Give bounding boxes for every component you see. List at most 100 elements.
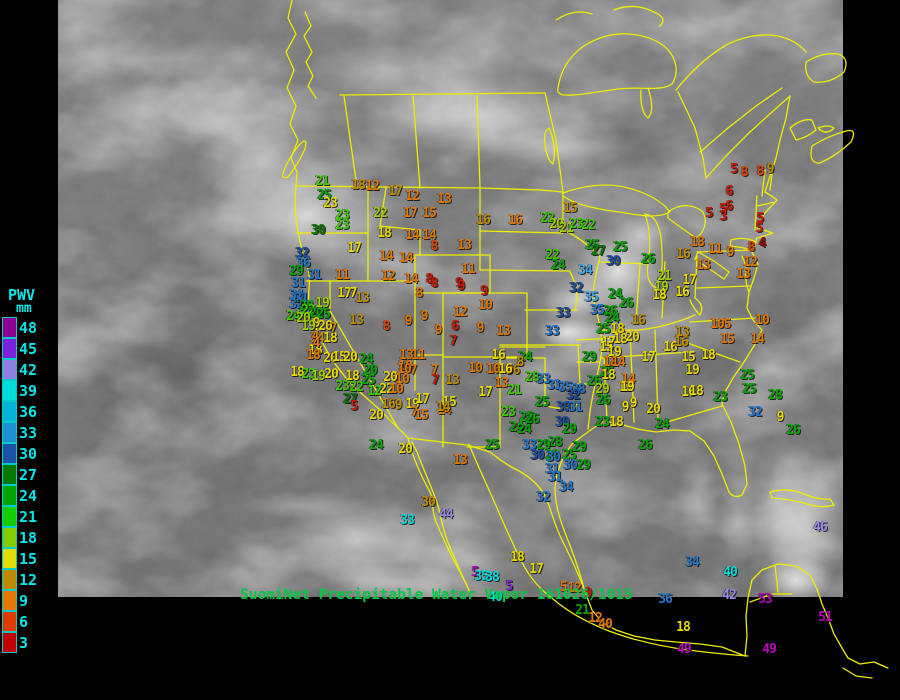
station-pwv-value: 13 bbox=[696, 257, 711, 273]
legend-value-label: 45 bbox=[19, 339, 38, 358]
station-pwv-value: 22 bbox=[540, 210, 555, 226]
station-pwv-value: 19 bbox=[301, 318, 316, 334]
station-pwv-value: 10 bbox=[468, 360, 483, 376]
station-pwv-value: 16 bbox=[381, 396, 396, 412]
station-pwv-value: 7 bbox=[430, 362, 439, 378]
station-pwv-value: 46 bbox=[813, 519, 828, 535]
station-pwv-value: 10 bbox=[395, 371, 410, 387]
station-pwv-value: 20 bbox=[398, 441, 413, 457]
station-pwv-value: 16 bbox=[675, 284, 690, 300]
station-pwv-value: 17 bbox=[601, 334, 616, 350]
station-pwv-value: 10 bbox=[710, 316, 725, 332]
legend-entry: 18 bbox=[2, 527, 37, 548]
station-pwv-value: 25 bbox=[361, 372, 376, 388]
station-pwv-value: 34 bbox=[289, 287, 304, 303]
station-pwv-value: 14 bbox=[310, 330, 325, 346]
station-pwv-value: 9 bbox=[434, 322, 443, 338]
station-pwv-value: 23 bbox=[713, 389, 728, 405]
station-pwv-value: 30 bbox=[530, 447, 545, 463]
station-pwv-value: 29 bbox=[562, 421, 577, 437]
legend-entry: 27 bbox=[2, 464, 37, 485]
station-pwv-value: 26 bbox=[619, 295, 634, 311]
station-pwv-value: 16 bbox=[491, 347, 506, 363]
station-pwv-value: 23 bbox=[595, 414, 610, 430]
station-pwv-value: 15 bbox=[422, 205, 437, 221]
station-pwv-value: 12 bbox=[381, 268, 396, 284]
station-pwv-value: 17 bbox=[641, 349, 656, 365]
station-pwv-value: 15 bbox=[599, 339, 614, 355]
station-pwv-value: 24 bbox=[509, 419, 524, 435]
station-pwv-value: 15 bbox=[563, 200, 578, 216]
station-pwv-value: 18 bbox=[676, 619, 691, 635]
station-pwv-value: 22 bbox=[379, 381, 394, 397]
legend-value-label: 21 bbox=[19, 507, 38, 526]
station-pwv-value: 28 bbox=[768, 387, 783, 403]
station-pwv-value: 5 bbox=[756, 210, 765, 226]
station-pwv-value: 14 bbox=[436, 399, 451, 415]
legend-color-swatch bbox=[2, 380, 17, 401]
legend-value-label: 3 bbox=[19, 633, 29, 652]
station-pwv-value: 8 bbox=[516, 354, 525, 370]
station-pwv-value: 9 bbox=[404, 313, 413, 329]
station-pwv-value: 40 bbox=[488, 589, 503, 605]
station-pwv-value: 36 bbox=[296, 255, 311, 271]
station-pwv-value: 20 bbox=[318, 318, 333, 334]
station-pwv-value: 19 bbox=[620, 379, 635, 395]
legend-entry: 48 bbox=[2, 317, 37, 338]
station-pwv-value: 12 bbox=[588, 610, 603, 626]
station-pwv-value: 8 bbox=[415, 285, 424, 301]
station-pwv-value: 6 bbox=[725, 198, 734, 214]
legend-entry: 39 bbox=[2, 380, 37, 401]
station-pwv-value: 14 bbox=[750, 331, 765, 347]
station-pwv-value: 28 bbox=[548, 434, 563, 450]
station-pwv-value: 16 bbox=[663, 339, 678, 355]
station-pwv-value: 29 bbox=[572, 439, 587, 455]
station-pwv-value: 19 bbox=[405, 396, 420, 412]
station-pwv-value: 13 bbox=[355, 290, 370, 306]
station-pwv-value: 29 bbox=[536, 437, 551, 453]
station-pwv-value: 30 bbox=[421, 494, 436, 510]
station-pwv-value: 30 bbox=[606, 253, 621, 269]
station-pwv-value: 8 bbox=[756, 163, 765, 179]
station-pwv-value: 22 bbox=[373, 205, 388, 221]
station-pwv-value: 20 bbox=[625, 329, 640, 345]
legend-title: PWV bbox=[8, 286, 36, 304]
station-pwv-value: 18 bbox=[306, 347, 321, 363]
station-pwv-value: 9 bbox=[457, 278, 466, 294]
station-pwv-value: 5 bbox=[755, 220, 764, 236]
station-pwv-value: 9 bbox=[621, 399, 630, 415]
station-pwv-value: 13 bbox=[457, 237, 472, 253]
legend-entry: 12 bbox=[2, 569, 37, 590]
station-pwv-value: 5 bbox=[719, 201, 728, 217]
station-pwv-value: 21 bbox=[575, 602, 590, 618]
station-pwv-value: 16 bbox=[676, 246, 691, 262]
station-pwv-value: 21 bbox=[507, 382, 522, 398]
station-pwv-value: 18 bbox=[701, 347, 716, 363]
legend-color-swatch bbox=[2, 443, 17, 464]
station-pwv-value: 20 bbox=[309, 305, 324, 321]
legend-color-swatch bbox=[2, 569, 17, 590]
station-pwv-value: 6 bbox=[725, 183, 734, 199]
station-pwv-value: 20 bbox=[296, 310, 311, 326]
station-pwv-value: 23 bbox=[501, 404, 516, 420]
legend-value-label: 48 bbox=[19, 318, 38, 337]
station-pwv-value: 18 bbox=[351, 177, 366, 193]
station-pwv-value: 25 bbox=[317, 187, 332, 203]
station-pwv-value: 24 bbox=[517, 421, 532, 437]
legend-entry: 33 bbox=[2, 422, 37, 443]
station-pwv-value: 30 bbox=[563, 457, 578, 473]
legend-color-swatch bbox=[2, 485, 17, 506]
station-pwv-value: 18 bbox=[609, 414, 624, 430]
station-pwv-value: 14 bbox=[611, 354, 626, 370]
station-pwv-value: 31 bbox=[548, 469, 563, 485]
legend-color-swatch bbox=[2, 527, 17, 548]
station-pwv-value: 13 bbox=[399, 347, 414, 363]
legend-color-swatch bbox=[2, 506, 17, 527]
station-pwv-value: 33 bbox=[556, 305, 571, 321]
station-pwv-value: 29 bbox=[582, 349, 597, 365]
station-pwv-value: 12 bbox=[365, 178, 380, 194]
station-pwv-value: 22 bbox=[581, 217, 596, 233]
station-pwv-value: 29 bbox=[576, 457, 591, 473]
legend-color-swatch bbox=[2, 359, 17, 380]
